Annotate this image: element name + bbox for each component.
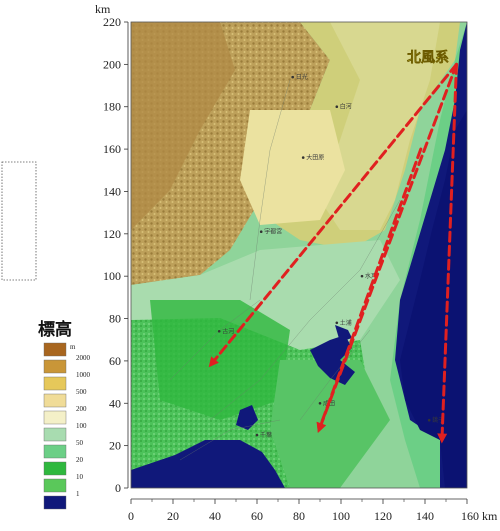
legend-label: 50	[76, 439, 84, 447]
place-dot	[259, 230, 263, 233]
legend-swatch	[43, 461, 67, 476]
place-dot	[318, 401, 322, 405]
dotted-frame	[1, 161, 37, 281]
legend-swatch	[43, 478, 67, 493]
x-tick-label: 140	[416, 509, 434, 523]
y-axis-unit: km	[95, 2, 111, 16]
place-dot	[301, 156, 305, 159]
y-tick-label: 60	[109, 354, 121, 368]
y-tick-label: 0	[115, 481, 121, 495]
legend-label: 20	[76, 456, 84, 464]
place-label: 銚子	[432, 416, 444, 424]
x-tick-label: 100	[332, 509, 350, 523]
place-label: 土浦	[340, 319, 352, 327]
x-tick-label: 20	[167, 509, 179, 523]
legend-swatch	[43, 359, 67, 374]
legend-swatch	[43, 444, 67, 459]
legend-swatch	[43, 376, 67, 391]
place-dot	[427, 418, 431, 422]
place-dot	[360, 274, 364, 278]
legend-swatch	[43, 410, 67, 425]
place-dot	[255, 433, 259, 437]
x-tick-label: 40	[209, 509, 221, 523]
place-label: 水戸	[365, 272, 377, 280]
legend-label: 200	[76, 405, 87, 413]
x-tick-label: 160 km	[461, 509, 498, 523]
y-tick-label: 220	[103, 15, 121, 29]
y-tick-label: 40	[109, 396, 121, 410]
place-dot	[335, 105, 339, 109]
place-label: 白河	[340, 103, 352, 111]
legend-swatch	[43, 342, 67, 357]
y-tick-label: 80	[109, 312, 121, 326]
y-tick-label: 180	[103, 100, 121, 114]
wind-arrow-head	[437, 433, 448, 444]
y-tick-label: 100	[103, 269, 121, 283]
y-tick-label: 20	[109, 439, 121, 453]
place-label: 千葉	[260, 431, 272, 439]
legend-swatch	[43, 393, 67, 408]
place-dot	[291, 75, 295, 79]
x-tick-label: 0	[128, 509, 134, 523]
y-tick-label: 160	[103, 142, 121, 156]
x-tick-label: 60	[251, 509, 263, 523]
legend-label: 1000	[76, 371, 91, 379]
wind-arrow-head	[208, 356, 219, 368]
legend-swatch	[43, 427, 67, 442]
legend-unit: m	[70, 343, 76, 351]
legend-label: 500	[76, 388, 87, 396]
place-dot	[335, 321, 339, 325]
legend-swatch	[43, 495, 67, 510]
place-dot	[217, 329, 221, 333]
y-tick-label: 140	[103, 184, 121, 198]
legend-label: 10	[76, 473, 84, 481]
wind-system-label: 北風系	[407, 49, 449, 66]
x-tick-label: 80	[293, 509, 305, 523]
x-tick-label: 120	[374, 509, 392, 523]
y-tick-label: 200	[103, 57, 121, 71]
wind-arrow-line	[440, 62, 458, 436]
wind-arrow-line	[213, 62, 458, 362]
place-label: 大田原	[306, 154, 324, 162]
wind-arrow-line	[319, 62, 458, 426]
legend-label: 100	[76, 422, 87, 430]
place-label: 宇都宮	[264, 228, 282, 236]
legend-label: 2000	[76, 354, 91, 362]
wind-arrow-head	[316, 421, 327, 433]
elevation-legend: 標高 m 2000 1000 500 200 100 50 20 10 1	[38, 319, 91, 510]
wind-arrow-line	[319, 147, 423, 426]
legend-label: 1	[76, 490, 80, 498]
place-label: 古河	[222, 327, 234, 335]
wind-arrows	[208, 62, 458, 444]
place-label: 日光	[296, 73, 308, 81]
legend-title: 標高	[38, 319, 72, 340]
map-border	[130, 21, 468, 489]
map-terrain	[131, 22, 467, 488]
y-tick-label: 120	[103, 227, 121, 241]
